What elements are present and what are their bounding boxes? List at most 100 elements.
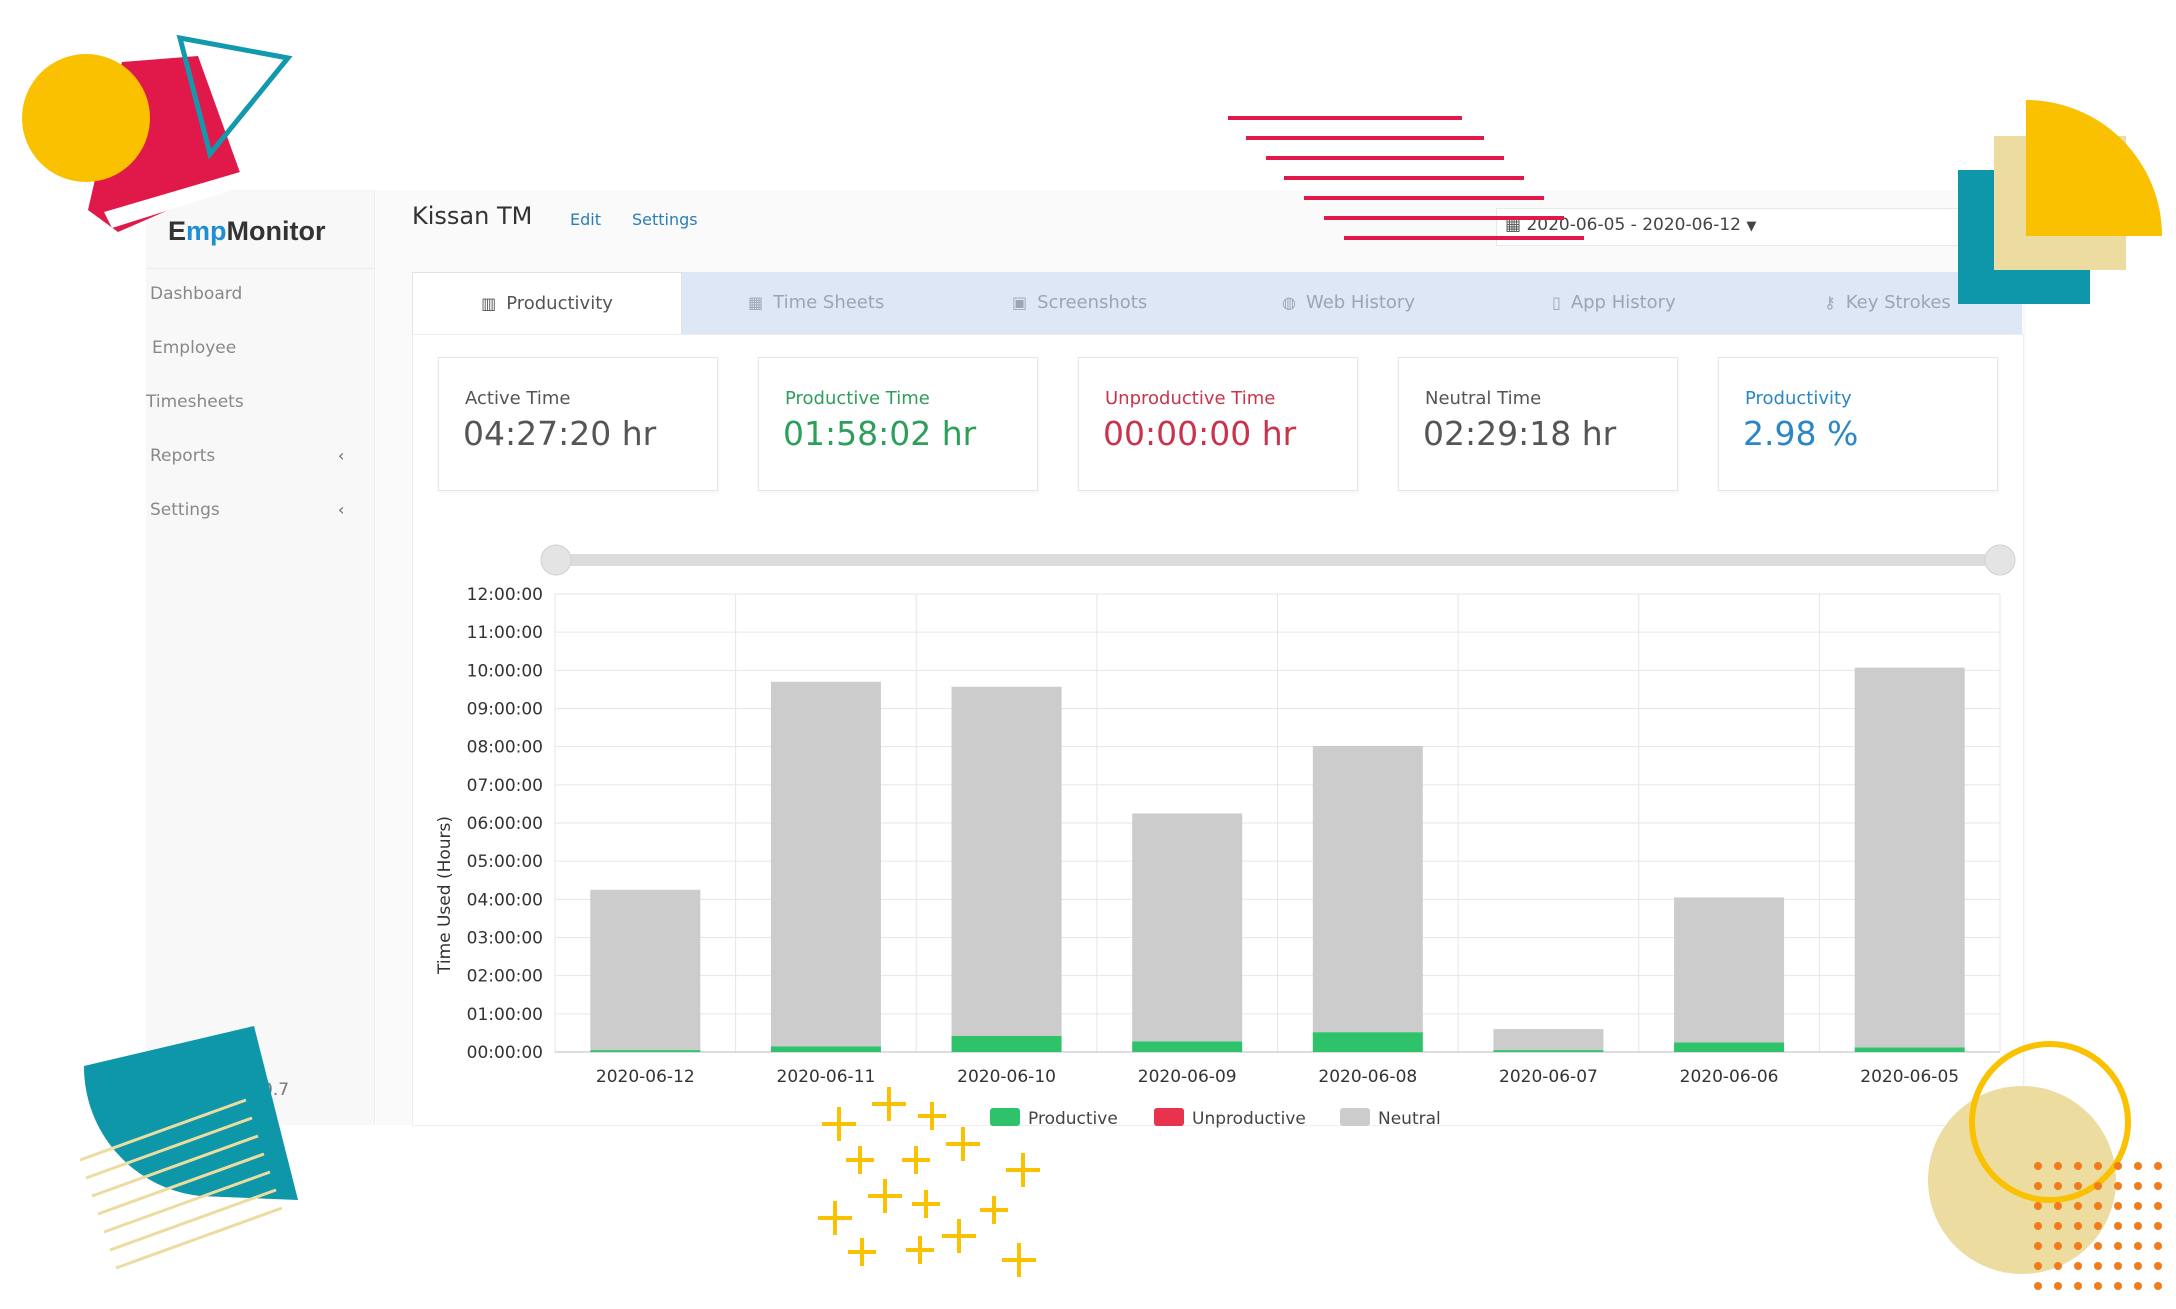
chevron-left-icon: ‹: [338, 446, 345, 465]
dot: [2134, 1242, 2142, 1250]
bar-productive[interactable]: [1674, 1042, 1785, 1052]
bar-neutral[interactable]: [951, 686, 1062, 1036]
app-logo[interactable]: EmpMonitor: [146, 210, 374, 266]
tab-label: Web History: [1305, 292, 1415, 313]
settings-link[interactable]: Settings: [632, 210, 698, 229]
sidebar-divider: [146, 268, 374, 269]
legend-label[interactable]: Productive: [1028, 1109, 1118, 1129]
chart-bars: [590, 667, 1965, 1052]
bar-productive[interactable]: [1312, 1032, 1423, 1052]
sidebar-item-employee[interactable]: Employee: [152, 338, 236, 358]
dot: [2034, 1242, 2042, 1250]
stat-value: 01:58:02 hr: [783, 414, 977, 453]
dot: [2094, 1262, 2102, 1270]
date-range-text: ▦ 2020-06-05 - 2020-06-12 ▼: [1505, 215, 1756, 235]
dot: [2114, 1162, 2122, 1170]
dot: [2114, 1202, 2122, 1210]
bar-productive[interactable]: [590, 1050, 701, 1052]
legend-swatch[interactable]: [1154, 1108, 1184, 1126]
x-tick-label: 2020-06-08: [1318, 1067, 1417, 1087]
y-tick-label: 02:00:00: [467, 967, 543, 987]
tab-screenshots[interactable]: ▣ Screenshots: [1012, 272, 1147, 334]
key-icon: ⚷: [1824, 293, 1836, 312]
y-tick-label: 03:00:00: [467, 929, 543, 949]
legend-label[interactable]: Unproductive: [1192, 1109, 1306, 1129]
dot: [2034, 1282, 2042, 1290]
stat-label: Productivity: [1745, 388, 1852, 409]
dot: [2134, 1282, 2142, 1290]
bar-neutral[interactable]: [770, 681, 881, 1047]
bar-productive[interactable]: [1493, 1050, 1604, 1052]
bar-productive[interactable]: [770, 1046, 881, 1052]
bar-neutral[interactable]: [590, 889, 701, 1051]
sidebar-item-reports[interactable]: Reports ‹: [150, 446, 350, 466]
legend-label[interactable]: Neutral: [1378, 1109, 1441, 1129]
dot: [2094, 1162, 2102, 1170]
y-tick-label: 07:00:00: [467, 776, 543, 796]
bar-productive[interactable]: [951, 1035, 1062, 1052]
y-tick-label: 09:00:00: [467, 700, 543, 720]
bar-neutral[interactable]: [1132, 813, 1243, 1042]
dot: [2034, 1162, 2042, 1170]
dot: [2154, 1282, 2162, 1290]
tab-web-history[interactable]: ◍ Web History: [1282, 272, 1415, 334]
stat-value: 04:27:20 hr: [463, 414, 657, 453]
tab-app-history[interactable]: ▯ App History: [1552, 272, 1676, 334]
y-tick-label: 12:00:00: [467, 585, 543, 605]
sidebar-nav: Dashboard Employee Timesheets Reports ‹ S…: [146, 282, 374, 582]
x-axis-ticks: 2020-06-12 2020-06-11 2020-06-10 2020-06-09…: [596, 1067, 1959, 1087]
stat-card-active-time: Active Time 04:27:20 hr: [438, 357, 718, 491]
bar-neutral[interactable]: [1493, 1029, 1604, 1051]
dot: [2054, 1242, 2062, 1250]
sidebar-item-label: Employee: [152, 338, 237, 358]
dot: [2134, 1202, 2142, 1210]
tab-label: Key Strokes: [1845, 292, 1951, 313]
date-range-value: 2020-06-05 - 2020-06-12: [1526, 215, 1742, 235]
date-range-picker[interactable]: ▦ 2020-06-05 - 2020-06-12 ▼: [1496, 208, 1960, 246]
tab-productivity[interactable]: ▥ Productivity: [412, 272, 682, 335]
chevron-left-icon: ‹: [338, 500, 345, 519]
sidebar-item-label: Settings: [150, 500, 220, 520]
tab-label: Time Sheets: [773, 292, 885, 313]
dot: [2094, 1282, 2102, 1290]
bar-neutral[interactable]: [1854, 667, 1965, 1048]
app-version: 0.7: [262, 1080, 290, 1100]
dot: [2054, 1222, 2062, 1230]
stat-label: Productive Time: [785, 388, 930, 409]
bar-productive[interactable]: [1132, 1041, 1243, 1052]
x-tick-label: 2020-06-11: [777, 1067, 876, 1087]
tab-label: App History: [1570, 292, 1676, 313]
y-tick-label: 00:00:00: [467, 1043, 543, 1063]
bar-neutral[interactable]: [1312, 745, 1423, 1033]
dot: [2094, 1222, 2102, 1230]
stat-card-productivity: Productivity 2.98 %: [1718, 357, 1998, 491]
edit-link[interactable]: Edit: [570, 210, 601, 229]
y-axis-ticks: 00:00:00 01:00:00 02:00:00 03:00:00 04:00:00…: [467, 585, 543, 1063]
dot: [2134, 1222, 2142, 1230]
dot: [2094, 1242, 2102, 1250]
stat-card-productive-time: Productive Time 01:58:02 hr: [758, 357, 1038, 491]
y-tick-label: 11:00:00: [467, 623, 543, 643]
tab-key-strokes[interactable]: ⚷ Key Strokes: [1824, 272, 1951, 334]
dot: [2094, 1182, 2102, 1190]
sidebar-item-label: Dashboard: [150, 284, 243, 304]
sidebar-item-label: Reports: [150, 446, 216, 466]
range-slider-track[interactable]: [558, 554, 1998, 566]
bar-productive[interactable]: [1854, 1047, 1965, 1052]
sidebar-item-dashboard[interactable]: Dashboard: [150, 284, 242, 304]
sidebar-item-timesheets[interactable]: Timesheets: [146, 392, 244, 412]
legend-swatch[interactable]: [990, 1108, 1020, 1126]
dot: [2054, 1282, 2062, 1290]
y-axis-label: Time Used (Hours): [435, 816, 455, 975]
sidebar-item-settings[interactable]: Settings ‹: [150, 500, 350, 520]
range-slider-handle-right[interactable]: [1984, 544, 2016, 576]
legend-swatch[interactable]: [1340, 1108, 1370, 1126]
x-tick-label: 2020-06-06: [1680, 1067, 1779, 1087]
dot: [2114, 1262, 2122, 1270]
range-slider-handle-left[interactable]: [540, 544, 572, 576]
bar-neutral[interactable]: [1674, 897, 1785, 1043]
stat-label: Unproductive Time: [1105, 388, 1276, 409]
dot: [2074, 1282, 2082, 1290]
tab-time-sheets[interactable]: ▦ Time Sheets: [748, 272, 884, 334]
dot-grid-decor: [2034, 1162, 2162, 1290]
